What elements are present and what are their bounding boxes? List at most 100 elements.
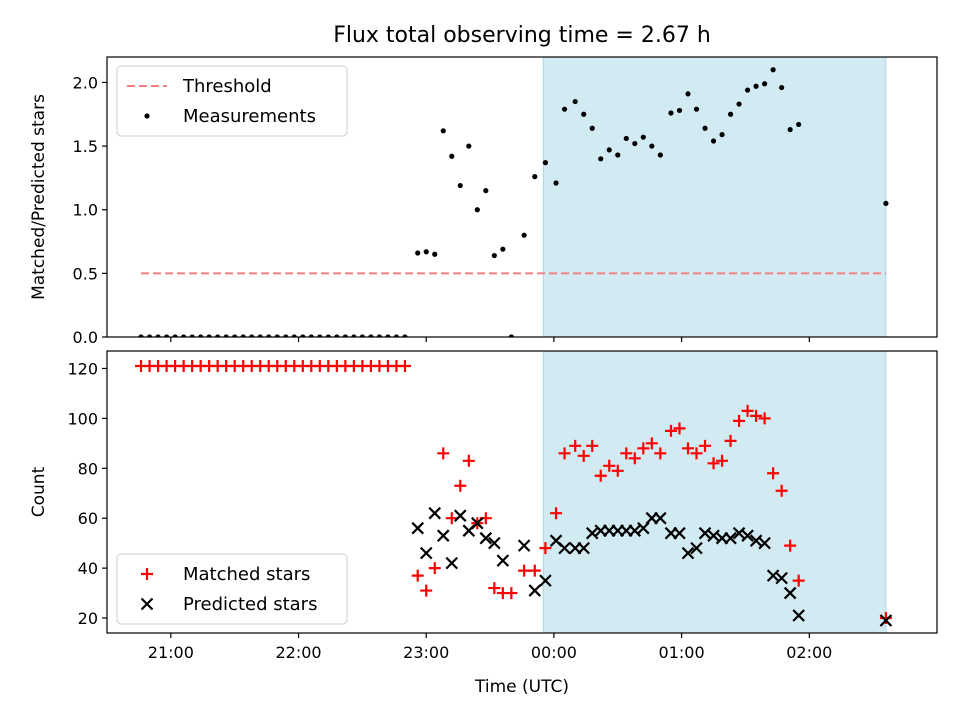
- data-point: [787, 126, 793, 133]
- data-point: [466, 143, 472, 149]
- data-point: [325, 334, 331, 337]
- data-point: [491, 252, 497, 259]
- y-tick-label: 20: [78, 609, 98, 628]
- data-point: [471, 516, 484, 530]
- data-point: [775, 484, 788, 497]
- data-point: [620, 447, 633, 460]
- data-point: [572, 98, 578, 105]
- data-point: [232, 334, 238, 337]
- data-point: [673, 526, 686, 540]
- data-point: [359, 334, 365, 337]
- y-tick-label: 1.0: [73, 201, 98, 220]
- data-point: [181, 334, 187, 337]
- data-point: [308, 334, 314, 337]
- y-tick-label: 0.5: [73, 264, 98, 283]
- data-point: [411, 569, 424, 582]
- x-tick-label: 01:00: [659, 643, 705, 662]
- data-point: [727, 111, 734, 117]
- data-point: [415, 250, 421, 256]
- data-point: [702, 125, 708, 131]
- axes-frame: [106, 56, 938, 338]
- data-point: [368, 334, 374, 337]
- data-point: [623, 135, 629, 142]
- data-point: [432, 251, 438, 257]
- legend-box: [116, 65, 348, 137]
- data-point: [744, 87, 751, 93]
- data-point: [654, 511, 667, 525]
- data-point: [766, 569, 780, 582]
- data-point: [351, 334, 357, 337]
- y-tick-label: 120: [67, 359, 98, 378]
- data-point: [479, 531, 493, 545]
- data-point: [508, 334, 514, 337]
- data-point: [637, 442, 650, 455]
- data-point: [577, 541, 590, 555]
- data-point: [690, 447, 703, 460]
- data-point: [342, 334, 348, 337]
- data-point: [699, 439, 712, 452]
- data-point: [457, 182, 463, 189]
- data-point: [676, 107, 683, 114]
- data-point: [569, 439, 582, 452]
- legend-entry-label: Threshold: [182, 76, 272, 97]
- data-point: [488, 536, 501, 550]
- data-point: [753, 83, 759, 89]
- x-tick-label: 23:00: [403, 643, 449, 662]
- data-point: [376, 334, 383, 337]
- chart-title: Flux total observing time = 2.67 h: [333, 23, 711, 48]
- data-point: [420, 584, 433, 597]
- data-point: [436, 529, 450, 542]
- data-point: [732, 526, 746, 540]
- data-point: [762, 81, 768, 87]
- data-point: [240, 334, 246, 337]
- data-point: [474, 207, 480, 213]
- data-point: [206, 334, 212, 337]
- data-point: [792, 609, 805, 622]
- legend-marker-swatch: [141, 568, 153, 580]
- legend-entry-label: Measurements: [183, 106, 316, 127]
- data-point: [649, 143, 655, 149]
- data-point: [645, 437, 658, 450]
- data-point: [462, 454, 475, 467]
- data-point: [393, 334, 400, 337]
- legend-entry-label: Predicted stars: [183, 594, 317, 615]
- x-tick-label: 22:00: [275, 643, 321, 662]
- x-tick-label: 02:00: [786, 643, 832, 662]
- data-point: [300, 334, 306, 337]
- data-point: [449, 153, 455, 159]
- data-point: [682, 442, 694, 455]
- shaded-region: [542, 56, 887, 338]
- data-point: [741, 404, 754, 417]
- data-point: [553, 180, 559, 186]
- data-point: [445, 512, 458, 525]
- data-point: [550, 507, 563, 520]
- data-point: [775, 571, 788, 585]
- data-point: [767, 467, 780, 480]
- data-point: [445, 556, 459, 570]
- data-point: [334, 334, 340, 337]
- data-point: [539, 542, 552, 555]
- data-point: [266, 334, 272, 337]
- data-point: [521, 232, 527, 238]
- data-point: [690, 541, 703, 555]
- data-point: [668, 110, 674, 116]
- x-tick-label: 00:00: [531, 643, 577, 662]
- data-point: [581, 111, 587, 117]
- data-point: [603, 459, 616, 472]
- data-point: [724, 434, 737, 447]
- data-point: [496, 554, 510, 567]
- data-point: [673, 422, 686, 435]
- data-point: [411, 521, 424, 535]
- data-point: [539, 574, 552, 587]
- legend-entry-label: Matched stars: [183, 564, 310, 585]
- data-point: [483, 188, 489, 194]
- legend: Matched stars Predicted stars: [116, 553, 348, 625]
- data-point: [615, 152, 621, 158]
- data-point: [724, 531, 737, 545]
- data-point: [594, 469, 607, 482]
- data-point: [758, 412, 771, 425]
- data-point: [707, 457, 720, 470]
- data-point: [784, 539, 797, 552]
- data-point: [598, 156, 604, 162]
- data-point: [500, 246, 506, 252]
